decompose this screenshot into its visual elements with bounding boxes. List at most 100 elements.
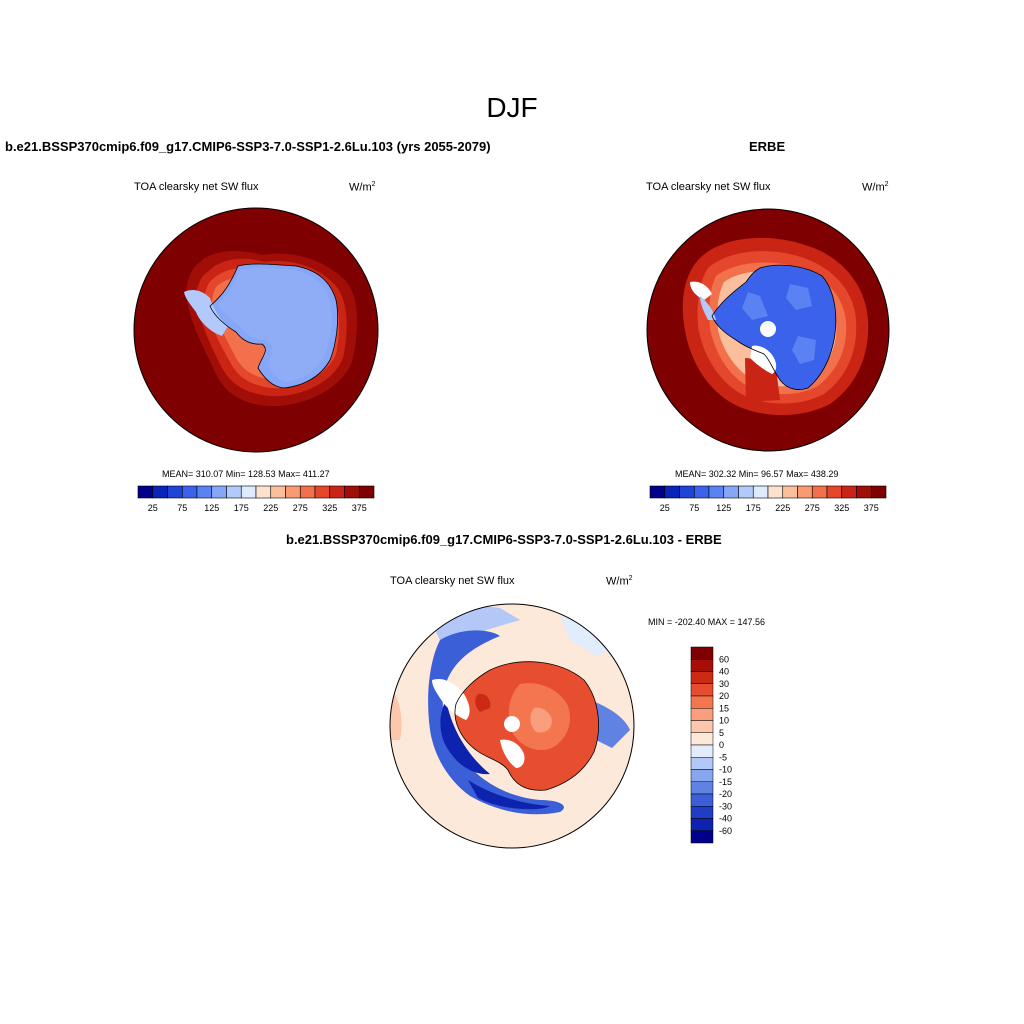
east-antarctic-plateau: [218, 267, 332, 382]
colorbar-swatch: [285, 485, 301, 499]
interior-patch-1: [742, 292, 768, 320]
ross-ice-shelf-missing: [750, 345, 777, 374]
sea-ice-negative-band: [428, 630, 564, 815]
panel-3-title: b.e21.BSSP370cmip6.f09_g17.CMIP6-SSP3-7.…: [286, 532, 722, 547]
colorbar-tick-label: 15: [719, 703, 729, 713]
colorbar-tick-label: 40: [719, 667, 729, 677]
sea-ice-strong-negative: [440, 700, 490, 775]
north-east-pale-patch: [560, 616, 612, 656]
colorbar-tick-label: -5: [719, 752, 727, 762]
colorbar-swatch: [690, 683, 714, 697]
colorbar-tick-label: 25: [148, 503, 158, 513]
colorbar-swatch: [167, 485, 183, 499]
colorbar-tick-label: -10: [719, 765, 732, 775]
coastline: [711, 264, 837, 390]
colorbar-tick-label: 275: [805, 503, 820, 513]
west-warm-patch: [390, 690, 402, 740]
colorbar-swatch: [797, 485, 813, 499]
colorbar-swatch: [255, 485, 272, 499]
colorbar-swatch: [664, 485, 680, 499]
colorbar-swatch: [690, 732, 714, 746]
pole-hole: [760, 321, 776, 337]
figure-title: DJF: [486, 92, 538, 123]
colorbar-tick-label: 60: [719, 654, 729, 664]
ross-ice-shelf-missing: [500, 739, 525, 768]
colorbar-swatch: [649, 485, 666, 499]
east-negative-patch: [590, 700, 630, 748]
map-model: [134, 208, 378, 452]
colorbar-tick-label: 125: [204, 503, 219, 513]
colorbar-swatch: [690, 769, 714, 782]
colorbar-swatch: [299, 485, 316, 499]
colorbar-swatch: [767, 485, 784, 499]
colorbar-tick-label: 225: [775, 503, 790, 513]
colorbar-swatch: [690, 793, 714, 807]
colorbar-swatch: [358, 485, 375, 499]
colorbar-swatch: [690, 830, 714, 844]
colorbar-swatch: [314, 485, 331, 499]
colorbar-swatch: [690, 818, 714, 831]
panel-1-variable-label: TOA clearsky net SW flux: [134, 181, 259, 193]
colorbar-swatch: [196, 485, 213, 499]
colorbar-swatch: [690, 757, 714, 770]
colorbar-erbe: 25 75 125 175 225 275 325 375: [649, 485, 887, 513]
colorbar-swatch: [690, 708, 714, 721]
colorbar-swatch: [152, 485, 168, 499]
map-erbe-border: [646, 208, 890, 452]
coastline: [454, 661, 599, 791]
colorbar-swatch: [693, 485, 710, 499]
colorbar-swatch: [211, 485, 227, 499]
west-positive-patch: [475, 693, 491, 712]
colorbar-swatch: [181, 485, 198, 499]
coastline: [209, 263, 338, 389]
colorbar-tick-label: 275: [293, 503, 308, 513]
colorbar-tick-label: 325: [322, 503, 337, 513]
colorbar-swatch: [811, 485, 828, 499]
colorbar-swatch: [329, 485, 345, 499]
pole-hole: [504, 716, 520, 732]
panel-1-units: W/m2: [349, 181, 376, 194]
colorbar-swatch: [690, 695, 714, 709]
colorbar-tick-label: 5: [719, 728, 724, 738]
colorbar-swatch: [870, 485, 887, 499]
colorbar-tick-label: 0: [719, 740, 724, 750]
colorbar-tick-label: 125: [716, 503, 731, 513]
colorbar-swatch: [723, 485, 739, 499]
colorbar-swatch: [690, 671, 714, 684]
panel-3-minmax: MIN = -202.40 MAX = 147.56: [648, 617, 766, 627]
colorbar-tick-label: 25: [660, 503, 670, 513]
colorbar-swatch: [690, 646, 714, 660]
colorbar-swatch: [841, 485, 857, 499]
colorbar-tick-label: 10: [719, 716, 729, 726]
colorbar-tick-label: -20: [719, 789, 732, 799]
antarctic-peninsula: [184, 290, 228, 336]
panel-3-variable-label: TOA clearsky net SW flux: [390, 575, 515, 587]
colorbar-tick-label: 20: [719, 691, 729, 701]
colorbar-swatch: [270, 485, 286, 499]
colorbar-swatch: [137, 485, 154, 499]
colorbar-tick-label: 30: [719, 679, 729, 689]
colorbar-swatch: [690, 806, 714, 819]
colorbar-swatch: [690, 720, 714, 733]
panel-2-stats: MEAN= 302.32 Min= 96.57 Max= 438.29: [675, 469, 839, 479]
panel-2-units: W/m2: [862, 181, 889, 194]
map-difference-border: [389, 603, 635, 849]
interior-weak-patch: [530, 707, 552, 733]
interior-patch-3: [792, 336, 816, 364]
colorbar-tick-label: -30: [719, 801, 732, 811]
colorbar-tick-label: 325: [834, 503, 849, 513]
colorbar-swatch: [690, 744, 714, 758]
colorbar-tick-label: 175: [234, 503, 249, 513]
colorbar-swatch: [708, 485, 725, 499]
interior-patch-2: [786, 284, 812, 310]
colorbar-swatch: [856, 485, 872, 499]
colorbar-tick-label: 225: [263, 503, 278, 513]
colorbar-tick-label: 75: [177, 503, 187, 513]
ross-strong-negative: [468, 780, 550, 810]
map-erbe: [647, 209, 889, 451]
peninsula-missing: [690, 281, 712, 300]
colorbar-swatch: [344, 485, 360, 499]
colorbar-swatch: [226, 485, 242, 499]
colorbar-tick-label: 75: [689, 503, 699, 513]
